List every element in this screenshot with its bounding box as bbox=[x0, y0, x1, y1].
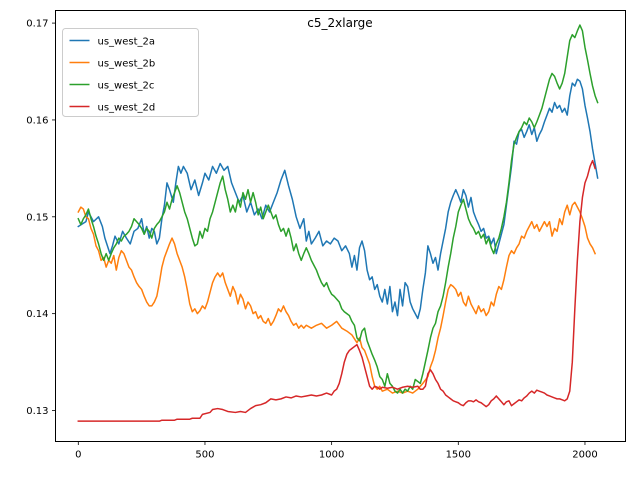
legend-label: us_west_2b bbox=[98, 59, 156, 70]
y-axis: 0.13 0.14 0.15 0.16 0.17 bbox=[26, 19, 56, 417]
y-tick-label: 0.16 bbox=[26, 115, 48, 126]
series-line-us-west-2d bbox=[77, 159, 597, 422]
series-line-us-west-2c bbox=[77, 24, 599, 394]
plot-frame bbox=[55, 10, 626, 442]
x-tick-label: 0 bbox=[75, 450, 81, 461]
x-axis: 0 500 1000 1500 2000 bbox=[75, 441, 598, 461]
chart-title: c5_2xlarge bbox=[307, 16, 372, 30]
legend-label: us_west_2d bbox=[98, 103, 156, 114]
y-tick-label: 0.14 bbox=[26, 309, 48, 320]
x-tick-label: 500 bbox=[195, 450, 214, 461]
y-tick-label: 0.17 bbox=[26, 19, 48, 30]
y-tick-label: 0.15 bbox=[26, 212, 48, 223]
legend: us_west_2a us_west_2b us_west_2c us_west_2d bbox=[62, 28, 199, 117]
x-tick-label: 2000 bbox=[572, 450, 597, 461]
x-tick-label: 1500 bbox=[446, 450, 471, 461]
y-tick-label: 0.13 bbox=[26, 406, 48, 417]
legend-label: us_west_2c bbox=[98, 81, 155, 92]
legend-label: us_west_2a bbox=[98, 37, 156, 48]
series-layer bbox=[77, 24, 599, 422]
legend-box bbox=[62, 28, 199, 117]
series-line-us-west-2b bbox=[77, 201, 597, 394]
x-tick-label: 1000 bbox=[319, 450, 344, 461]
